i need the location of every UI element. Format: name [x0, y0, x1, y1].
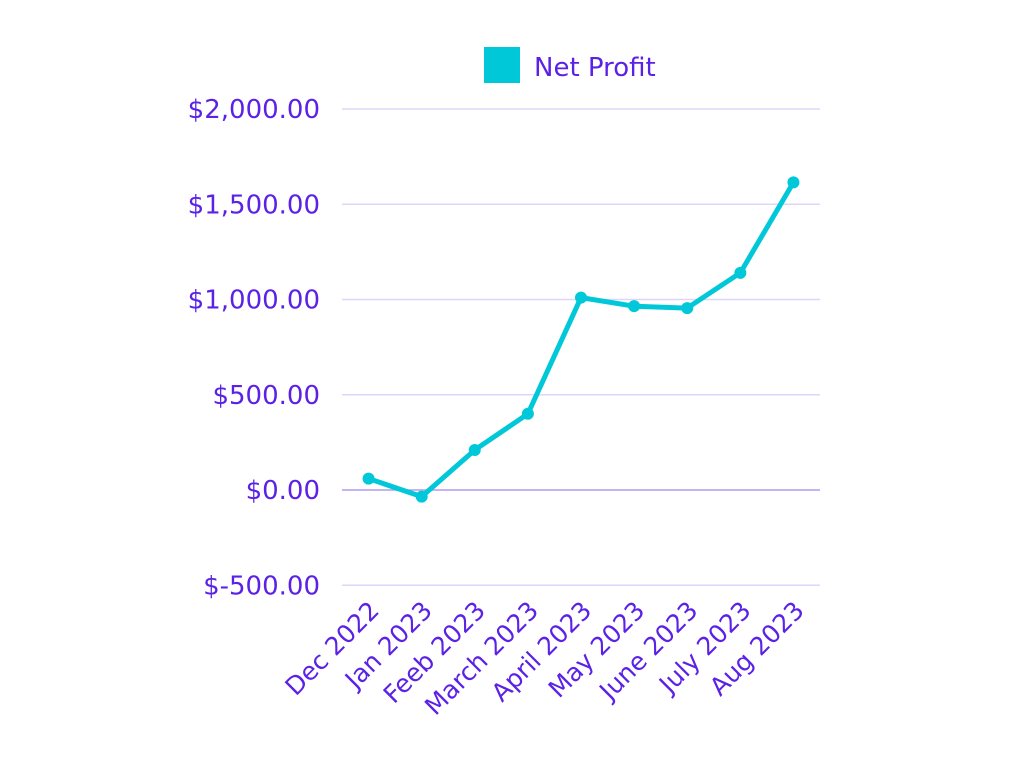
data-point [681, 302, 694, 315]
legend-swatch [484, 47, 520, 83]
y-tick-label: $0.00 [246, 476, 320, 506]
data-point [468, 443, 481, 456]
data-point [521, 407, 534, 420]
legend-label: Net Profit [534, 53, 656, 83]
data-point [734, 266, 747, 279]
data-point [362, 472, 375, 485]
y-tick-label: $-500.00 [203, 571, 320, 601]
y-tick-label: $2,000.00 [188, 95, 320, 125]
y-tick-label: $500.00 [212, 381, 320, 411]
data-point [628, 300, 641, 313]
data-point [787, 176, 800, 189]
y-tick-label: $1,500.00 [188, 190, 320, 220]
legend: Net Profit [484, 47, 656, 83]
series-line [366, 179, 796, 500]
data-point [415, 490, 428, 503]
data-point [575, 291, 587, 304]
y-tick-label: $1,000.00 [188, 286, 320, 316]
